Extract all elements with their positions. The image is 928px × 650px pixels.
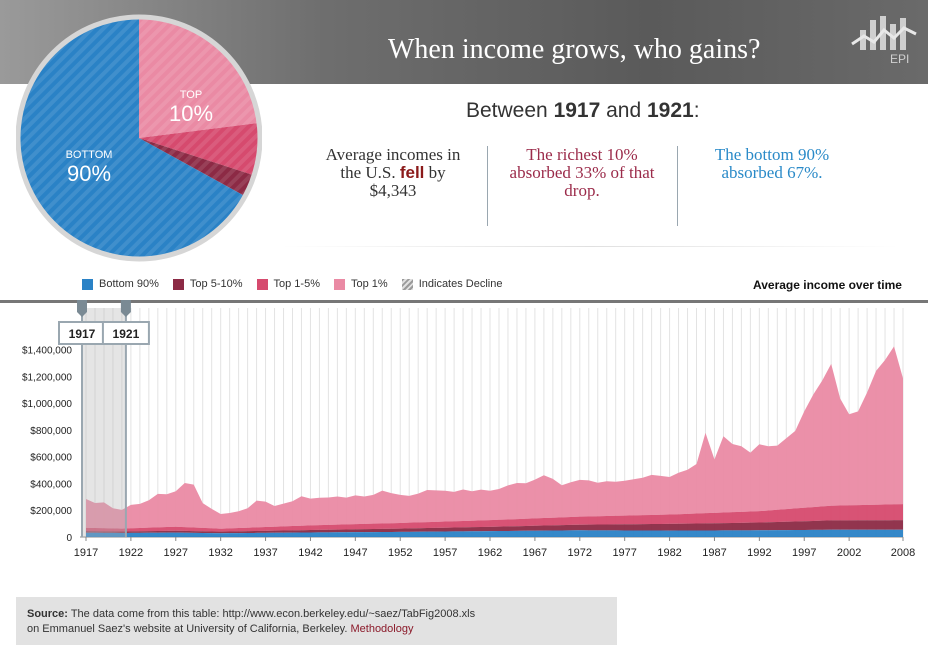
legend-label: Bottom 90% xyxy=(99,278,159,290)
source-label: Source: xyxy=(27,608,68,620)
y-tick-label: $400,000 xyxy=(30,479,72,490)
source-line-2: on Emmanuel Saez's website at University… xyxy=(27,623,413,635)
legend-item-decline: Indicates Decline xyxy=(401,278,503,290)
stat-richest: The richest 10% absorbed 33% of that dro… xyxy=(509,145,655,200)
y-tick-label: $1,000,000 xyxy=(22,399,72,410)
pie-top-value: 10% xyxy=(168,100,214,126)
selection-end-label-box[interactable] xyxy=(101,321,150,345)
chart-title: Average income over time xyxy=(753,278,902,292)
heading-year-end: 1921 xyxy=(647,99,694,122)
heading-prefix: Between xyxy=(466,99,554,122)
stat1-text-b: by $4,343 xyxy=(369,163,446,200)
epi-logo-text: EPI xyxy=(890,52,910,66)
area-top-1-5- xyxy=(86,504,903,532)
pie-bottom-label-text: BOTTOM xyxy=(65,149,113,161)
area-top-1- xyxy=(86,346,903,529)
area-top-5-10- xyxy=(86,520,903,534)
stat1-fell: fell xyxy=(399,163,425,182)
source-text-1: The data come from this table: http://ww… xyxy=(67,608,476,620)
heading-year-start: 1917 xyxy=(553,99,601,122)
divider xyxy=(487,146,488,226)
pie-bottom-value: 90% xyxy=(66,160,112,186)
area-bottom-90- xyxy=(86,529,903,537)
epi-logo-icon xyxy=(851,16,917,50)
heading-connector: and xyxy=(600,99,647,122)
x-tick-label: 1927 xyxy=(164,547,188,559)
x-tick-label: 1942 xyxy=(298,547,322,559)
area-chart: 0 $200,000 $400,000 $600,000 $800,000 $1,000,… xyxy=(0,300,928,559)
x-tick-label: 1952 xyxy=(388,547,412,559)
legend-swatch xyxy=(334,278,345,290)
chart-top-rule xyxy=(0,300,928,303)
methodology-link[interactable]: Methodology xyxy=(350,623,414,635)
period-heading: Between 1917 and 1921: xyxy=(466,99,700,123)
legend-swatch xyxy=(256,278,268,290)
y-tick-label: $600,000 xyxy=(30,453,72,464)
pie-top-label-text: TOP xyxy=(179,89,203,101)
legend-swatch xyxy=(82,278,93,290)
source-text-2: on Emmanuel Saez's website at University… xyxy=(27,623,351,635)
y-tick-label: $200,000 xyxy=(30,506,72,517)
decline-hatch-icon xyxy=(401,278,413,290)
legend-item-top-1[interactable]: Top 1% xyxy=(334,278,388,290)
x-tick-label: 1922 xyxy=(119,547,143,559)
x-tick-label: 1947 xyxy=(343,547,367,559)
x-tick-label: 1997 xyxy=(792,547,816,559)
x-tick-label: 1962 xyxy=(478,547,502,559)
x-tick-label: 1972 xyxy=(568,547,592,559)
pie-bottom-label: BOTTOM 90% xyxy=(56,149,122,186)
legend-label: Top 5-10% xyxy=(189,278,243,290)
legend-item-bottom-90[interactable]: Bottom 90% xyxy=(82,278,159,290)
x-tick-label: 2002 xyxy=(837,547,861,559)
x-tick-label: 1987 xyxy=(702,547,726,559)
y-tick-label: $800,000 xyxy=(30,426,72,437)
pie-svg xyxy=(15,14,263,262)
heading-suffix: : xyxy=(693,99,700,122)
page-title: When income grows, who gains? xyxy=(388,34,761,65)
x-tick-label: 1982 xyxy=(657,547,681,559)
x-tick-label: 2008 xyxy=(891,547,915,559)
selection-end-label: 1921 xyxy=(113,327,140,341)
stat-bottom: The bottom 90% absorbed 67%. xyxy=(714,145,830,182)
y-tick-label: 0 xyxy=(66,533,72,544)
x-tick-label: 1957 xyxy=(433,547,457,559)
x-tick-label: 1977 xyxy=(612,547,636,559)
x-tick-label: 1937 xyxy=(253,547,277,559)
legend-label: Top 1% xyxy=(351,278,388,290)
source-line-1: Source: The data come from this table: h… xyxy=(27,608,475,620)
pie-top-label: TOP 10% xyxy=(166,89,216,126)
selection-start-handle[interactable] xyxy=(77,300,87,317)
y-tick-label: $1,400,000 xyxy=(22,346,72,357)
selection-start-label: 1917 xyxy=(69,327,96,341)
y-tick-label: $1,200,000 xyxy=(22,372,72,383)
legend-label: Indicates Decline xyxy=(418,278,503,290)
selection-band xyxy=(82,308,126,537)
x-tick-label: 1992 xyxy=(747,547,771,559)
legend-item-top-5-10[interactable]: Top 5-10% xyxy=(172,278,243,290)
x-tick-label: 1917 xyxy=(74,547,98,559)
legend-item-top-1-5[interactable]: Top 1-5% xyxy=(256,278,320,290)
pie-chart: TOP 10% BOTTOM 90% xyxy=(15,0,263,262)
stat1-text-a: Average incomes in the U.S. xyxy=(325,145,461,182)
divider xyxy=(677,146,678,226)
legend-swatch xyxy=(172,278,184,290)
legend-label: Top 1-5% xyxy=(273,278,320,290)
selection-end-handle[interactable] xyxy=(120,300,131,317)
x-tick-label: 1967 xyxy=(523,547,547,559)
stat-average-income: Average incomes in the U.S. fell by $4,3… xyxy=(318,146,468,200)
x-tick-label: 1932 xyxy=(208,547,232,559)
source-box: Source: The data come from this table: h… xyxy=(16,597,617,645)
chart-legend: Bottom 90% Top 5-10% Top 1-5% Top 1% Ind… xyxy=(82,277,516,291)
divider xyxy=(280,246,900,247)
